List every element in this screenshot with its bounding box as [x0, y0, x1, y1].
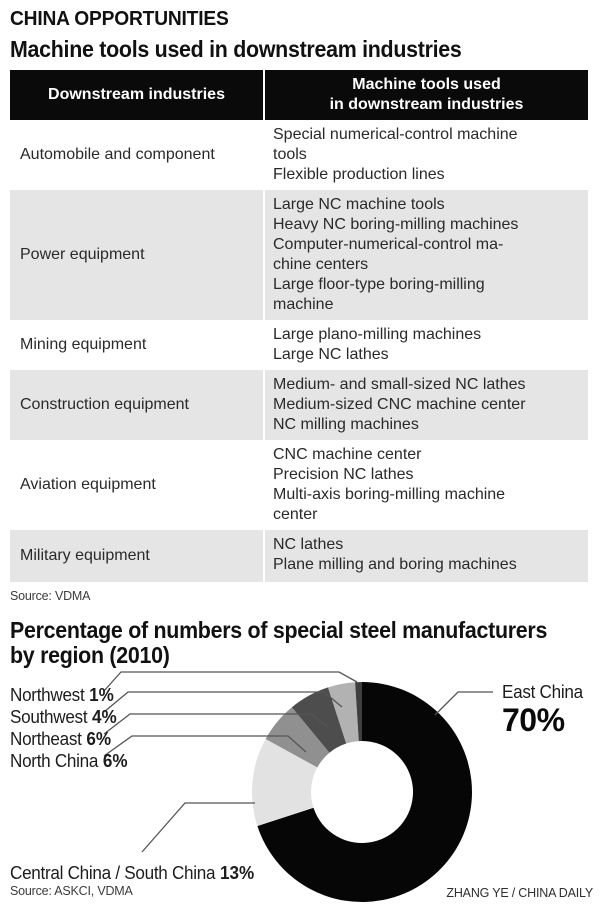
label-southwest: Southwest 4%	[10, 707, 117, 727]
table-source: Source: VDMA	[10, 589, 91, 603]
table-row: Construction equipment Medium- and small-…	[10, 370, 588, 440]
machine-tools-table: Downstream industries Machine tools used…	[10, 70, 588, 582]
kicker-title: CHINA OPPORTUNITIES	[10, 8, 229, 30]
table-body: Automobile and component Special numerica…	[10, 120, 588, 582]
label-northwest-pct: 1%	[89, 685, 114, 705]
donut-slice-northwest	[355, 682, 362, 742]
industry-cell: Automobile and component	[10, 120, 263, 190]
table-header-row: Downstream industries Machine tools used…	[10, 70, 588, 120]
label-east-china-pct: 70%	[502, 702, 565, 738]
table-title: Machine tools used in downstream industr…	[10, 36, 462, 62]
tools-cell: CNC machine center Precision NC lathes M…	[265, 440, 588, 530]
label-southwest-pct: 4%	[92, 707, 117, 727]
label-east-china: East China 70%	[502, 683, 587, 738]
leader-line	[103, 671, 358, 692]
donut-slice-southwest	[328, 682, 359, 744]
byline-credit: ZHANG YE / CHINA DAILY	[446, 886, 593, 900]
label-northeast: Northeast 6%	[10, 729, 112, 749]
label-north-china-pct: 6%	[102, 751, 128, 771]
leader-line	[434, 691, 493, 716]
table-header-machine-tools: Machine tools used in downstream industr…	[265, 70, 588, 120]
label-northwest: Northwest 1%	[10, 685, 114, 705]
table-row: Aviation equipment CNC machine center Pre…	[10, 440, 588, 530]
table-row: Military equipment NC lathes Plane millin…	[10, 530, 588, 582]
table-row: Power equipment Large NC machine tools He…	[10, 190, 588, 320]
donut-slice-central-china-south-china	[251, 739, 318, 826]
leader-line	[103, 713, 330, 735]
industry-cell: Aviation equipment	[10, 440, 263, 530]
tools-cell: NC lathes Plane milling and boring machi…	[265, 530, 588, 582]
industry-cell: Construction equipment	[10, 370, 263, 440]
leader-line	[103, 735, 307, 757]
table-row: Automobile and component Special numerica…	[10, 120, 588, 190]
leader-line	[141, 802, 255, 853]
leader-line	[103, 691, 343, 713]
label-northeast-pct: 6%	[86, 729, 112, 749]
table-header-industries: Downstream industries	[10, 70, 263, 120]
donut-chart-canvas	[103, 671, 493, 902]
label-central-south-china: Central China / South China 13%	[10, 863, 255, 883]
donut-slice-north-china	[265, 707, 330, 768]
industry-cell: Military equipment	[10, 530, 263, 582]
label-north-china: North China 6%	[10, 751, 128, 771]
industry-cell: Power equipment	[10, 190, 263, 320]
tools-cell: Large NC machine tools Heavy NC boring-m…	[265, 190, 588, 320]
tools-cell: Special numerical-control machine tools …	[265, 120, 588, 190]
infographic: CHINA OPPORTUNITIES Machine tools used i…	[10, 8, 588, 668]
table-row: Mining equipment Large plano-milling mach…	[10, 320, 588, 370]
label-central-south-china-pct: 13%	[219, 863, 255, 883]
industry-cell: Mining equipment	[10, 320, 263, 370]
chart-source: Source: ASKCI, VDMA	[10, 884, 133, 898]
donut-slice-east-china	[257, 682, 472, 902]
tools-cell: Medium- and small-sized NC lathes Medium…	[265, 370, 588, 440]
chart-title: Percentage of numbers of special steel m…	[10, 617, 548, 668]
donut-chart: Northwest 1% Southwest 4% Northeast 6% Nort…	[0, 662, 600, 910]
tools-cell: Large plano-milling machines Large NC la…	[265, 320, 588, 370]
